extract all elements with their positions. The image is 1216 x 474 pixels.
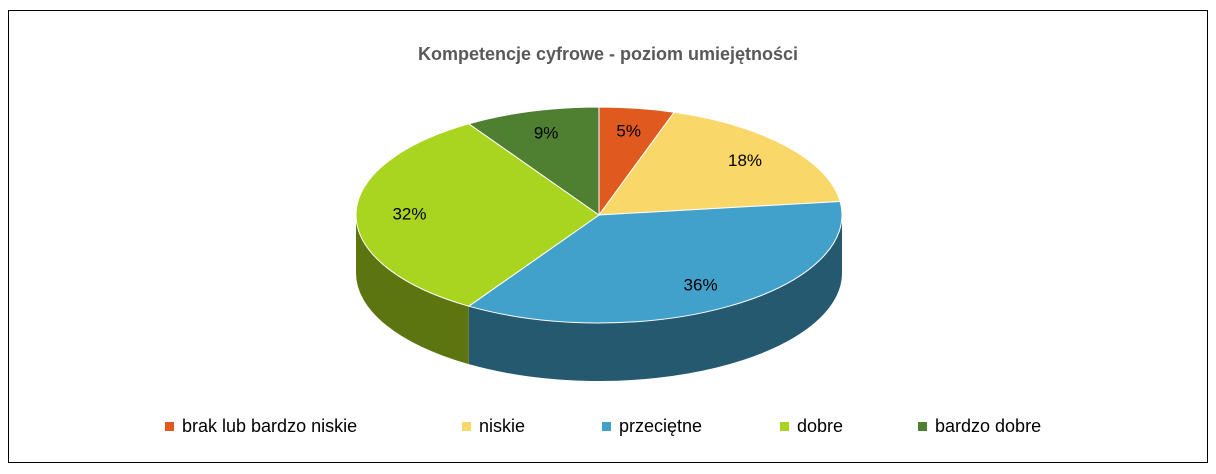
- legend-swatch: [462, 422, 471, 431]
- slice-side: [468, 215, 842, 381]
- slice: [597, 111, 841, 216]
- legend-swatch: [918, 422, 927, 431]
- legend-swatch: [602, 422, 611, 431]
- data-label: 32%: [392, 204, 426, 223]
- slice: [467, 106, 600, 216]
- legend-label: dobre: [797, 416, 843, 436]
- chart-title: Kompetencje cyfrowe - poziom umiejętnośc…: [418, 44, 798, 64]
- legend-swatch: [165, 422, 174, 431]
- legend-label: brak lub bardzo niskie: [182, 416, 357, 436]
- slice-side: [356, 215, 469, 365]
- legend-label: niskie: [479, 416, 525, 436]
- legend-label: przeciętne: [619, 416, 702, 436]
- legend-label: bardzo dobre: [935, 416, 1041, 436]
- data-label: 36%: [684, 276, 718, 295]
- data-label: 5%: [616, 121, 641, 140]
- legend-swatch: [780, 422, 789, 431]
- data-label: 9%: [534, 124, 559, 143]
- slice: [355, 123, 600, 307]
- slice: [467, 200, 843, 324]
- data-label: 18%: [728, 151, 762, 170]
